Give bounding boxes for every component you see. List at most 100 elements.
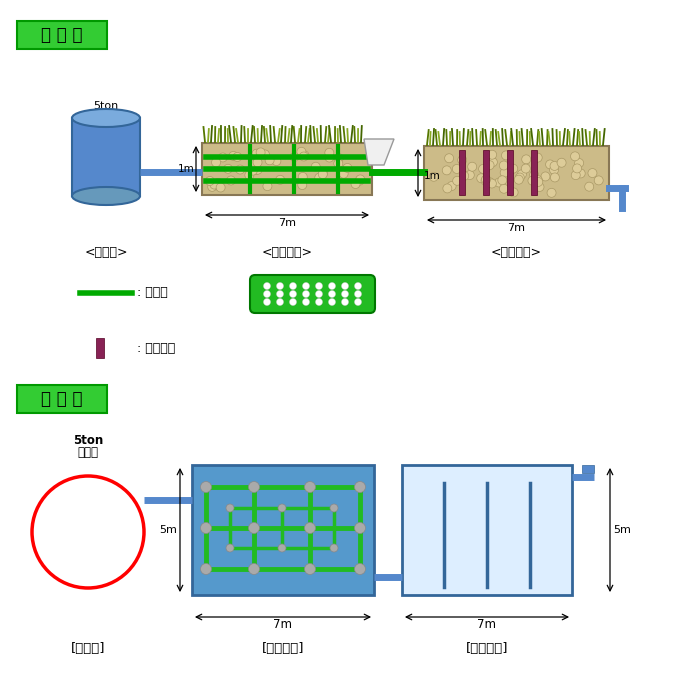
- Circle shape: [213, 179, 222, 188]
- Circle shape: [211, 158, 220, 167]
- Text: [혐기성조]: [혐기성조]: [466, 642, 508, 655]
- Circle shape: [302, 290, 309, 297]
- Text: <혐기성조>: <혐기성조>: [491, 246, 542, 259]
- Circle shape: [594, 176, 603, 185]
- Text: 평 면 도: 평 면 도: [41, 390, 83, 408]
- Circle shape: [430, 172, 438, 181]
- Text: 7m: 7m: [477, 619, 497, 632]
- Circle shape: [482, 175, 490, 184]
- Circle shape: [236, 165, 245, 174]
- Bar: [96, 338, 104, 358]
- Circle shape: [276, 282, 283, 290]
- Text: <저류조>: <저류조>: [84, 246, 128, 259]
- Circle shape: [32, 476, 144, 588]
- Circle shape: [318, 170, 328, 179]
- Circle shape: [253, 158, 262, 167]
- Circle shape: [465, 171, 474, 179]
- Circle shape: [304, 481, 315, 492]
- Bar: [72, 118, 140, 196]
- Circle shape: [252, 165, 261, 175]
- Circle shape: [298, 181, 306, 190]
- Text: 5ton: 5ton: [94, 101, 118, 111]
- Text: 1m: 1m: [423, 171, 440, 181]
- Text: : 통기관: : 통기관: [137, 286, 168, 299]
- Bar: [459, 150, 465, 195]
- Circle shape: [315, 173, 324, 182]
- Circle shape: [477, 174, 486, 183]
- Circle shape: [343, 163, 352, 173]
- Circle shape: [575, 158, 583, 167]
- Circle shape: [253, 165, 262, 174]
- Circle shape: [485, 160, 494, 170]
- Circle shape: [495, 178, 503, 187]
- Circle shape: [289, 282, 296, 290]
- Circle shape: [443, 184, 452, 193]
- Circle shape: [443, 166, 451, 175]
- Circle shape: [300, 151, 309, 160]
- Circle shape: [354, 523, 365, 533]
- Text: 7m: 7m: [508, 223, 525, 233]
- Circle shape: [311, 162, 320, 171]
- Bar: [402, 465, 572, 595]
- Circle shape: [534, 153, 542, 162]
- Circle shape: [499, 161, 508, 170]
- Circle shape: [488, 158, 497, 167]
- FancyBboxPatch shape: [250, 275, 375, 313]
- Text: 5m: 5m: [159, 525, 177, 535]
- Circle shape: [550, 161, 559, 171]
- Text: 5m: 5m: [613, 525, 631, 535]
- Circle shape: [298, 173, 307, 181]
- FancyBboxPatch shape: [17, 21, 107, 49]
- Bar: [531, 150, 537, 195]
- Circle shape: [541, 172, 550, 181]
- Bar: [202, 143, 372, 195]
- Circle shape: [245, 171, 254, 179]
- Circle shape: [452, 165, 461, 173]
- Circle shape: [252, 149, 261, 158]
- Circle shape: [551, 173, 560, 182]
- Bar: [582, 465, 594, 473]
- Circle shape: [354, 290, 362, 297]
- Circle shape: [570, 152, 579, 161]
- Circle shape: [355, 176, 364, 185]
- FancyBboxPatch shape: [17, 385, 107, 413]
- Circle shape: [328, 282, 335, 290]
- Circle shape: [334, 159, 343, 168]
- Circle shape: [229, 152, 238, 160]
- Circle shape: [263, 290, 270, 297]
- Text: 5ton: 5ton: [73, 433, 103, 447]
- Circle shape: [208, 182, 217, 192]
- Circle shape: [535, 183, 544, 192]
- Circle shape: [341, 290, 349, 297]
- Circle shape: [354, 481, 365, 492]
- Polygon shape: [364, 139, 394, 165]
- Text: [호기성조]: [호기성조]: [262, 642, 304, 655]
- Circle shape: [573, 164, 581, 173]
- Circle shape: [547, 188, 556, 197]
- Circle shape: [248, 481, 259, 492]
- Circle shape: [521, 164, 530, 173]
- Circle shape: [501, 151, 510, 160]
- Circle shape: [460, 171, 469, 180]
- Circle shape: [509, 188, 518, 197]
- Circle shape: [272, 156, 281, 166]
- Circle shape: [304, 563, 315, 575]
- Bar: [192, 465, 374, 595]
- Circle shape: [447, 181, 456, 190]
- Circle shape: [278, 544, 286, 552]
- Text: 물탱크: 물탱크: [77, 447, 98, 460]
- Circle shape: [341, 299, 349, 305]
- Circle shape: [488, 179, 497, 188]
- Circle shape: [263, 181, 272, 191]
- Circle shape: [319, 169, 328, 177]
- Circle shape: [557, 158, 566, 167]
- Circle shape: [226, 504, 234, 512]
- Circle shape: [200, 481, 211, 492]
- Circle shape: [315, 282, 322, 290]
- Circle shape: [276, 175, 285, 184]
- Circle shape: [498, 176, 507, 185]
- Text: 7m: 7m: [274, 619, 293, 632]
- Circle shape: [248, 563, 259, 575]
- Circle shape: [549, 165, 559, 175]
- Circle shape: [571, 171, 580, 179]
